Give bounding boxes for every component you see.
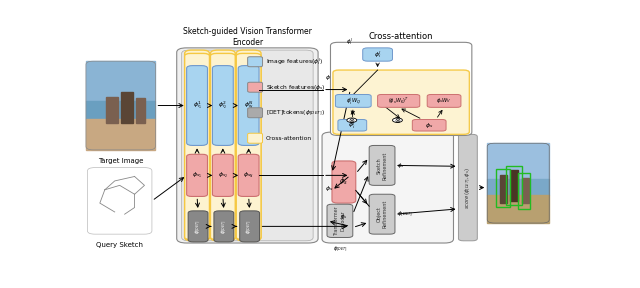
- FancyBboxPatch shape: [248, 82, 262, 92]
- FancyBboxPatch shape: [332, 161, 356, 203]
- Text: $\phi_{[DET]}$: $\phi_{[DET]}$: [397, 209, 413, 219]
- Text: $\phi_{i_2}^2$: $\phi_{i_2}^2$: [218, 100, 227, 111]
- FancyBboxPatch shape: [211, 50, 236, 241]
- FancyBboxPatch shape: [369, 145, 395, 185]
- Text: [DET]tokens($\phi_{[DET]}$): [DET]tokens($\phi_{[DET]}$): [266, 108, 324, 118]
- Text: $\phi_{s_N}$: $\phi_{s_N}$: [243, 170, 254, 180]
- FancyBboxPatch shape: [185, 50, 209, 241]
- Bar: [509, 170, 518, 201]
- Text: $\phi_i^l$: $\phi_i^l$: [374, 49, 381, 60]
- Text: $\otimes$: $\otimes$: [394, 116, 401, 125]
- FancyBboxPatch shape: [248, 108, 262, 118]
- FancyBboxPatch shape: [188, 211, 208, 242]
- Bar: [487, 195, 549, 223]
- FancyBboxPatch shape: [212, 154, 233, 196]
- Text: $\phi_{i_1}^1$: $\phi_{i_1}^1$: [193, 100, 202, 111]
- FancyBboxPatch shape: [327, 204, 353, 238]
- Text: Sketch-guided Vision Transformer
Encoder: Sketch-guided Vision Transformer Encoder: [183, 27, 312, 47]
- FancyBboxPatch shape: [185, 53, 209, 240]
- Bar: [506, 166, 522, 206]
- Bar: [522, 177, 529, 203]
- FancyBboxPatch shape: [369, 194, 395, 234]
- Bar: [136, 98, 145, 123]
- Bar: [518, 173, 531, 209]
- Text: Decoder: Decoder: [370, 122, 406, 131]
- Text: $\phi_i^l$: $\phi_i^l$: [346, 36, 353, 47]
- Text: Query Sketch: Query Sketch: [96, 242, 143, 248]
- FancyBboxPatch shape: [236, 53, 261, 240]
- Bar: [500, 175, 507, 203]
- FancyBboxPatch shape: [338, 120, 367, 131]
- FancyBboxPatch shape: [335, 94, 371, 107]
- Bar: [86, 101, 156, 119]
- FancyBboxPatch shape: [212, 66, 233, 145]
- Text: $\phi_{i_{[1\cdots N]}}^l$: $\phi_{i_{[1\cdots N]}}^l$: [324, 73, 341, 85]
- Text: $\phi_i^j W_Q$: $\phi_i^j W_Q$: [346, 95, 361, 107]
- Bar: [86, 119, 156, 150]
- Text: Object
Refinement: Object Refinement: [377, 200, 387, 228]
- Circle shape: [347, 118, 356, 122]
- FancyBboxPatch shape: [240, 211, 260, 242]
- Text: $\phi_s$: $\phi_s$: [397, 161, 405, 170]
- FancyBboxPatch shape: [187, 66, 207, 145]
- FancyBboxPatch shape: [238, 154, 259, 196]
- Text: Image features($\phi_i^l$): Image features($\phi_i^l$): [266, 56, 323, 67]
- FancyBboxPatch shape: [238, 66, 259, 145]
- Text: $\phi_{[DET]}$: $\phi_{[DET]}$: [219, 219, 228, 234]
- Text: Target Image: Target Image: [98, 158, 143, 164]
- Text: $\phi_s$: $\phi_s$: [324, 184, 333, 193]
- Text: $\phi_s$: $\phi_s$: [425, 121, 433, 130]
- Text: $\phi_{[DET]}$: $\phi_{[DET]}$: [245, 219, 254, 234]
- Bar: [487, 143, 549, 179]
- Text: $\phi_s$: $\phi_s$: [340, 212, 348, 221]
- Bar: [121, 92, 133, 123]
- FancyBboxPatch shape: [214, 211, 234, 242]
- Text: $\phi_{i_N}^N$: $\phi_{i_N}^N$: [244, 100, 253, 111]
- Text: $(\phi_s W_K)^T$: $(\phi_s W_K)^T$: [388, 96, 409, 106]
- FancyBboxPatch shape: [363, 48, 392, 61]
- FancyBboxPatch shape: [182, 50, 313, 241]
- FancyBboxPatch shape: [428, 94, 461, 107]
- FancyBboxPatch shape: [412, 120, 446, 131]
- FancyBboxPatch shape: [187, 154, 207, 196]
- Text: $\phi_i^j$: $\phi_i^j$: [348, 120, 356, 131]
- Text: Sketch features($\phi_s$): Sketch features($\phi_s$): [266, 83, 325, 92]
- Text: $\phi_s W_V$: $\phi_s W_V$: [436, 96, 452, 105]
- FancyBboxPatch shape: [333, 70, 469, 134]
- Text: $\phi_{[DET]}$: $\phi_{[DET]}$: [193, 219, 203, 234]
- FancyBboxPatch shape: [378, 94, 420, 107]
- FancyBboxPatch shape: [236, 50, 261, 241]
- Text: $\phi_{s_1}$: $\phi_{s_1}$: [192, 170, 202, 180]
- FancyBboxPatch shape: [458, 134, 477, 241]
- Bar: [495, 169, 509, 207]
- Circle shape: [392, 118, 403, 122]
- FancyBboxPatch shape: [322, 132, 454, 243]
- Text: $\phi_{[DET]}$: $\phi_{[DET]}$: [333, 244, 347, 253]
- FancyBboxPatch shape: [330, 42, 472, 135]
- FancyBboxPatch shape: [248, 133, 262, 143]
- Bar: [487, 179, 549, 195]
- Bar: [106, 97, 118, 123]
- Text: $\otimes$: $\otimes$: [348, 116, 355, 125]
- Text: Cross-attention: Cross-attention: [266, 136, 312, 141]
- FancyBboxPatch shape: [88, 168, 152, 234]
- Text: Sketch
Refinement: Sketch Refinement: [377, 151, 387, 180]
- Text: $\phi_s$: $\phi_s$: [339, 177, 348, 187]
- FancyBboxPatch shape: [248, 57, 262, 67]
- Text: Transformer
Decoder: Transformer Decoder: [335, 206, 346, 236]
- Text: Cross-attention: Cross-attention: [369, 32, 433, 41]
- Bar: [86, 61, 156, 101]
- FancyBboxPatch shape: [177, 48, 318, 243]
- Text: $\phi_{s_2}$: $\phi_{s_2}$: [218, 170, 228, 180]
- FancyBboxPatch shape: [211, 53, 236, 240]
- Text: $score(\phi_{[DET]}, \phi_s)$: $score(\phi_{[DET]}, \phi_s)$: [463, 166, 472, 209]
